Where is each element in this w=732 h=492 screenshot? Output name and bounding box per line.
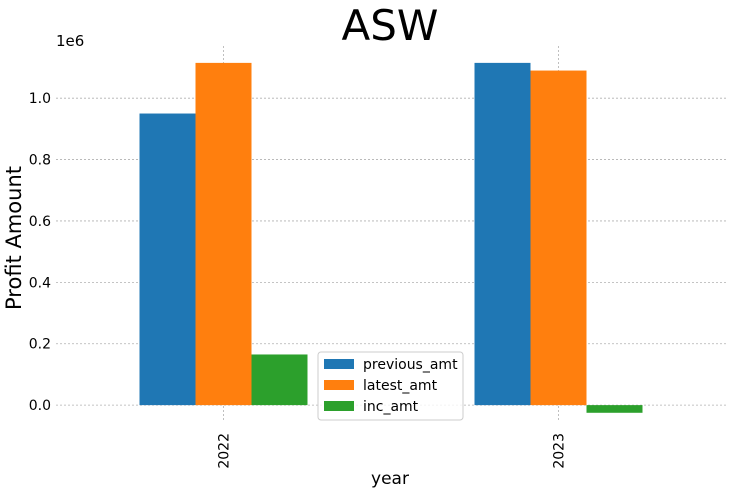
bar-inc_amt-2023 <box>586 405 643 413</box>
y-axis-ticks: 0.0 0.2 0.4 0.6 0.8 1.0 <box>29 91 51 414</box>
bar-inc_amt-2022 <box>251 354 308 406</box>
y-tick-label: 0.8 <box>29 153 51 169</box>
y-tick-label: 0.4 <box>29 275 51 291</box>
bars <box>139 62 643 413</box>
bar-latest_amt-2023 <box>530 70 587 406</box>
chart-title: ASW <box>342 1 439 50</box>
legend-frame <box>317 351 464 421</box>
bar-latest_amt-2022 <box>195 62 252 406</box>
legend: previous_amt latest_amt inc_amt <box>317 351 464 421</box>
y-tick-label: 0.2 <box>29 337 51 353</box>
legend-label-previous_amt: previous_amt <box>363 357 458 373</box>
x-tick-label: 2022 <box>217 433 233 469</box>
bar-previous_amt-2022 <box>139 113 196 406</box>
legend-label-inc_amt: inc_amt <box>363 399 419 415</box>
x-axis-ticks: 2022 2023 <box>217 433 568 469</box>
legend-swatch-inc_amt <box>324 401 354 411</box>
bar-previous_amt-2023 <box>474 62 531 406</box>
x-axis-label: year <box>371 469 409 489</box>
legend-label-latest_amt: latest_amt <box>363 378 438 394</box>
y-offset-label: 1e6 <box>56 32 84 50</box>
y-tick-label: 0.0 <box>29 398 51 414</box>
legend-swatch-latest_amt <box>324 380 354 390</box>
legend-swatch-previous_amt <box>324 359 354 369</box>
y-axis-label: Profit Amount <box>2 166 26 310</box>
y-tick-label: 0.6 <box>29 214 51 230</box>
y-tick-label: 1.0 <box>29 91 51 107</box>
x-tick-label: 2023 <box>552 433 568 469</box>
